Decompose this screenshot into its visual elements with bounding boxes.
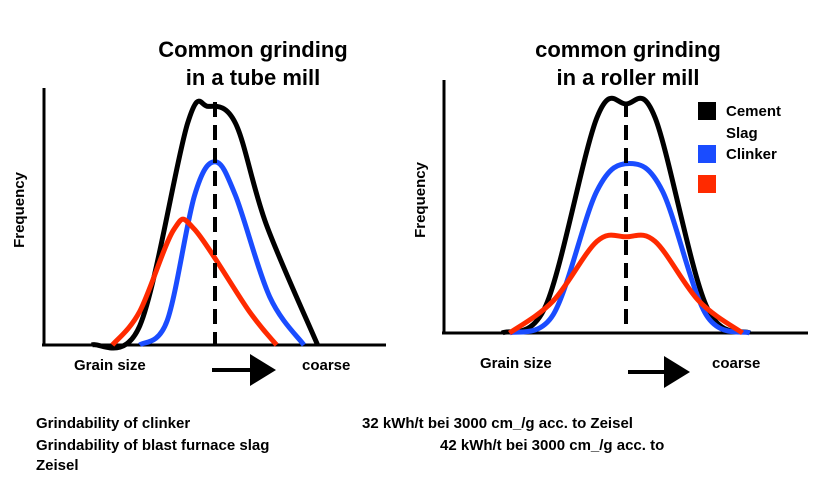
series-curves — [90, 98, 320, 351]
legend-label-slag: Slag — [726, 125, 758, 142]
x-axis-label: Grain size — [74, 357, 146, 374]
chart-title-line-2: in a roller mill — [556, 65, 699, 90]
arrow-right-icon — [212, 354, 276, 386]
footnote-slag-source: Zeisel — [36, 457, 79, 474]
footnote-slag-value: 42 kWh/t bei 3000 cm_/g acc. to — [440, 437, 665, 454]
legend-label-cement: Cement — [726, 103, 781, 120]
legend-swatch-cement — [698, 102, 716, 120]
x-axis-end-label: coarse — [302, 357, 350, 374]
series-line-2 — [508, 232, 744, 336]
footnote-clinker-label: Grindability of clinker — [36, 415, 191, 432]
arrow-right-icon — [628, 356, 690, 388]
series-line-2 — [110, 216, 279, 347]
chart-title-line-2: in a tube mill — [186, 65, 320, 90]
footnote-clinker-value: 32 kWh/t bei 3000 cm_/g acc. to Zeisel — [362, 415, 633, 432]
chart-panel-roller-mill: common grinding in a roller mill Frequen… — [412, 37, 808, 388]
x-axis-label: Grain size — [480, 355, 552, 372]
legend-swatch-clinker — [698, 145, 716, 163]
series-line-0 — [90, 98, 320, 351]
legend-label-clinker: Clinker — [726, 146, 777, 163]
chart-title-line-1: Common grinding — [158, 37, 347, 62]
footnote-slag-label: Grindability of blast furnace slag — [36, 437, 270, 454]
legend-swatch-red — [698, 175, 716, 193]
chart-title-line-1: common grinding — [535, 37, 721, 62]
x-axis-end-label: coarse — [712, 355, 760, 372]
series-line-1 — [508, 161, 751, 336]
y-axis-label: Frequency — [412, 161, 429, 238]
y-axis-label: Frequency — [11, 171, 28, 248]
chart-panel-tube-mill: Common grinding in a tube mill Frequency… — [11, 37, 386, 386]
legend: Cement Slag Clinker — [698, 102, 781, 193]
